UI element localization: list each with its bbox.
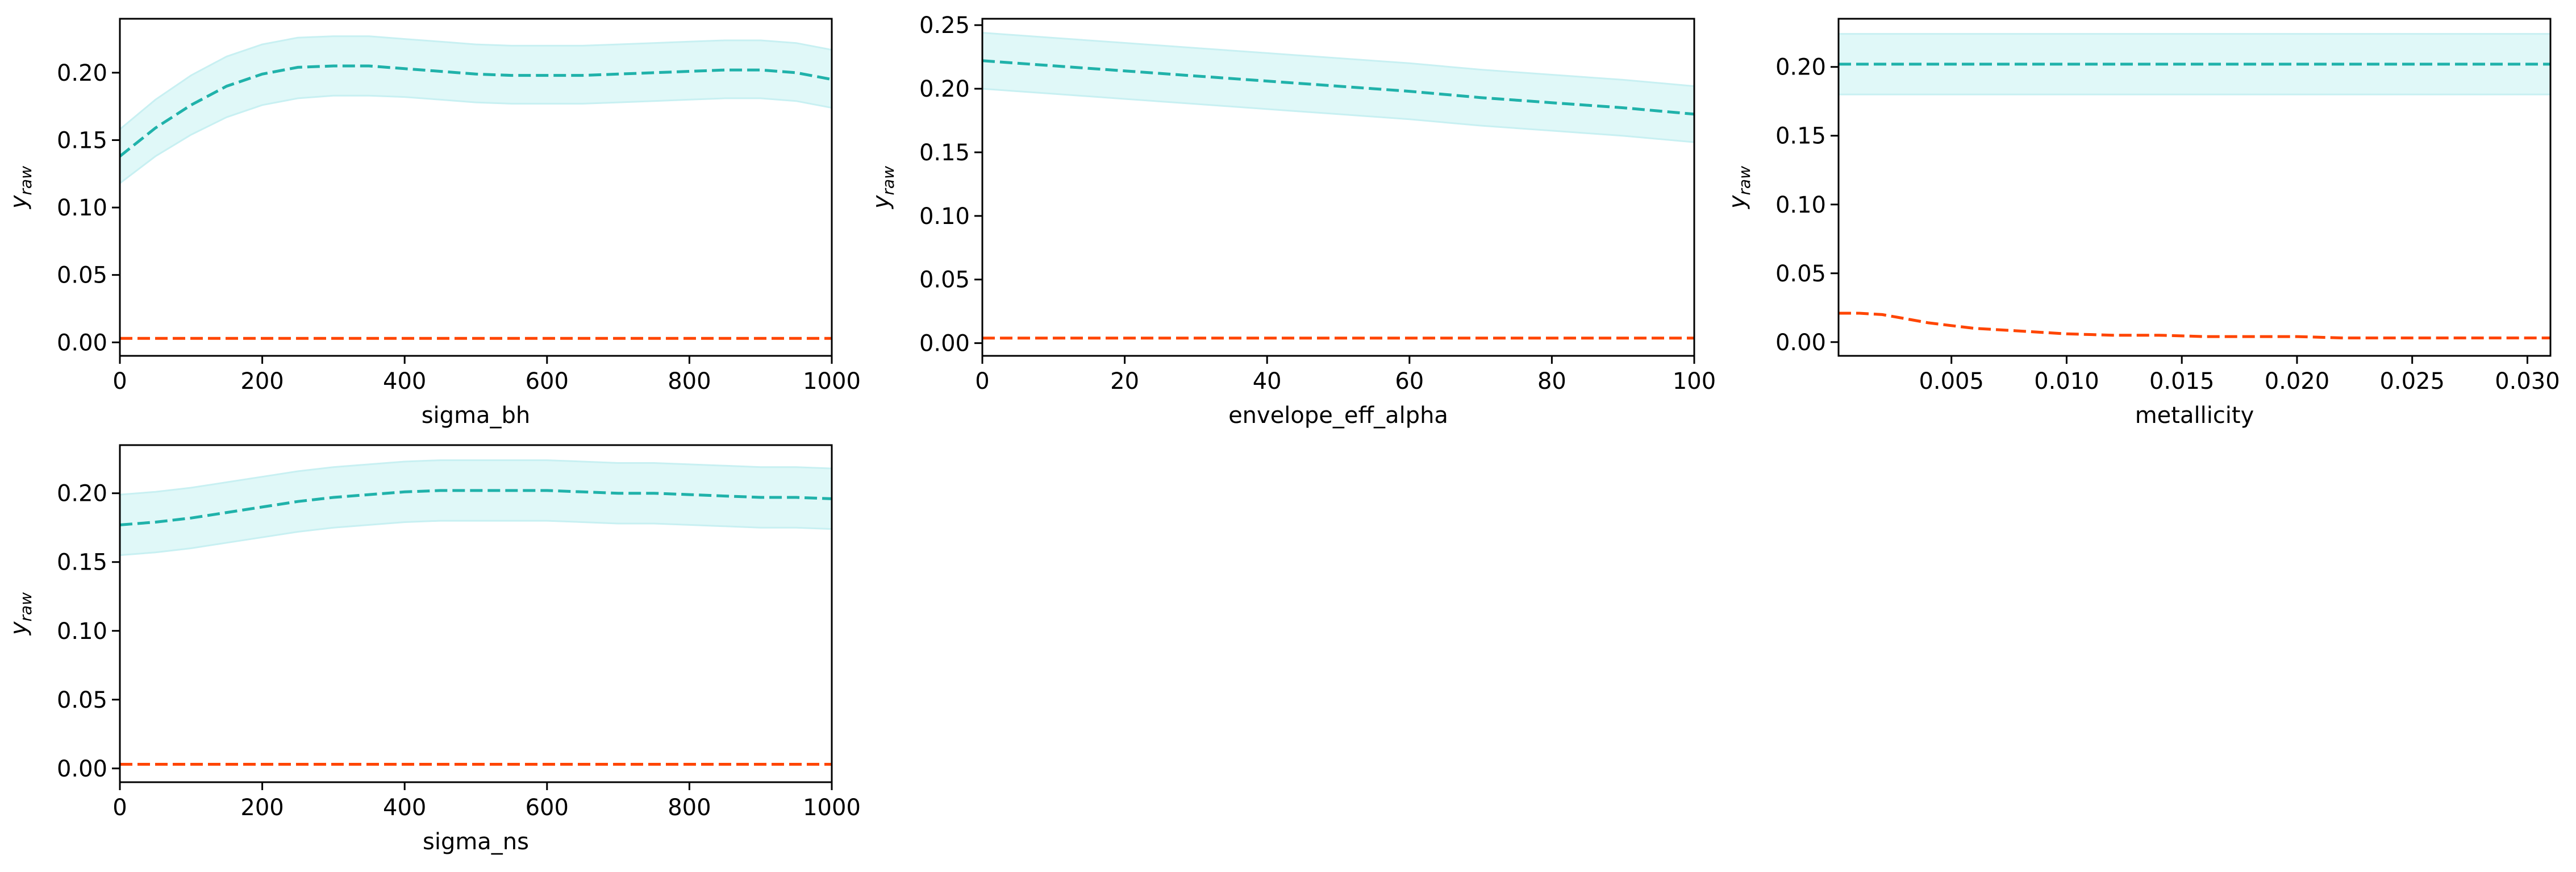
x-tick-label: 0: [975, 368, 989, 395]
y-tick-label: 0.10: [57, 195, 107, 221]
y-axis-label-subscript: raw: [16, 592, 35, 622]
plot-area: [1839, 33, 2550, 339]
series-line-mean: [982, 59, 1694, 116]
plot-area: [982, 32, 1694, 340]
confidence-band: [120, 459, 832, 557]
series-line-mean: [120, 64, 832, 157]
x-tick-label: 1000: [803, 368, 861, 395]
x-tick-label: 600: [526, 795, 569, 821]
series-line-lower: [1839, 312, 2550, 339]
y-axis-label-main: y: [868, 194, 894, 209]
y-axis-label: yraw: [6, 166, 35, 209]
y-tick-label: 0.10: [57, 618, 107, 645]
y-axis-label: yraw: [1724, 166, 1754, 209]
x-tick-label: 0.020: [2265, 368, 2330, 395]
y-tick-label: 0.10: [919, 204, 970, 230]
x-tick-label: 400: [383, 368, 426, 395]
plot-area: [120, 459, 832, 766]
y-tick-label: 0.10: [1775, 192, 1826, 218]
chart-panel-2: 0 20 40 60 80 100 0.00 0.05 0.10 0.15 0.20 0.25 enve…: [868, 13, 1716, 429]
x-tick-label: 0: [112, 368, 127, 395]
y-tick-label: 0.05: [57, 687, 107, 713]
y-tick-label: 0.05: [919, 267, 970, 293]
x-axis-label: envelope_eff_alpha: [1228, 402, 1448, 429]
y-tick-label: 0.00: [57, 756, 107, 782]
y-tick-label: 0.00: [1775, 330, 1826, 356]
plot-area: [120, 35, 832, 340]
x-axis-label: metallicity: [2135, 402, 2254, 429]
series-line-mean: [120, 489, 832, 526]
y-axis-label-main: y: [6, 621, 32, 636]
y-tick-label: 0.00: [919, 331, 970, 357]
y-axis-label-main: y: [6, 194, 32, 209]
y-tick-label: 0.05: [1775, 261, 1826, 287]
x-tick-label: 800: [668, 795, 711, 821]
chart-panel-4: 0 200 400 600 800 1000 0.00 0.05 0.10 0.15 0.20 sig…: [6, 444, 861, 855]
x-tick-label: 0.005: [1919, 368, 1984, 395]
chart-panel-1: 0 200 400 600 800 1000 0.00 0.05 0.10 0.15 0.20 sig…: [6, 18, 861, 429]
y-tick-label: 0.15: [57, 550, 107, 576]
x-tick-label: 1000: [803, 795, 861, 821]
x-tick-label: 400: [383, 795, 426, 821]
x-tick-label: 80: [1537, 368, 1566, 395]
axes-frame: [1837, 18, 2552, 357]
y-tick-label: 0.20: [919, 76, 970, 102]
x-tick-label: 0.025: [2379, 368, 2445, 395]
x-tick-label: 0: [112, 795, 127, 821]
x-tick-label: 60: [1395, 368, 1424, 395]
y-tick-label: 0.20: [57, 481, 107, 507]
y-tick-label: 0.20: [1775, 55, 1826, 81]
x-tick-label: 20: [1110, 368, 1139, 395]
y-axis-label-subscript: raw: [16, 166, 35, 196]
axes-frame: [981, 18, 1695, 357]
x-tick-label: 0.010: [2034, 368, 2099, 395]
x-tick-label: 800: [668, 368, 711, 395]
axes-frame: [119, 444, 833, 783]
axes-frame: [119, 18, 833, 357]
x-tick-label: 0.015: [2149, 368, 2215, 395]
y-tick-label: 0.15: [1775, 123, 1826, 150]
y-tick-label: 0.20: [57, 60, 107, 86]
x-tick-label: 40: [1253, 368, 1282, 395]
y-axis-label: yraw: [6, 592, 35, 636]
x-tick-label: 600: [526, 368, 569, 395]
y-tick-label: 0.15: [57, 127, 107, 153]
x-tick-label: 200: [240, 368, 284, 395]
y-axis-label: yraw: [868, 166, 898, 209]
y-tick-label: 0.15: [919, 140, 970, 166]
x-tick-label: 0.030: [2495, 368, 2560, 395]
y-tick-label: 0.25: [919, 13, 970, 39]
chart-panel-3: 0.005 0.010 0.015 0.020 0.025 0.030 0.00 0.05 0.…: [1724, 18, 2560, 429]
x-axis-label: sigma_bh: [422, 402, 531, 429]
y-axis-label-subscript: raw: [879, 166, 898, 196]
x-tick-label: 200: [240, 795, 284, 821]
x-axis-label: sigma_ns: [423, 829, 529, 855]
y-axis-label-subscript: raw: [1735, 166, 1754, 196]
y-tick-label: 0.05: [57, 263, 107, 289]
x-tick-label: 100: [1673, 368, 1716, 395]
y-tick-label: 0.00: [57, 330, 107, 356]
y-axis-label-main: y: [1724, 194, 1750, 209]
